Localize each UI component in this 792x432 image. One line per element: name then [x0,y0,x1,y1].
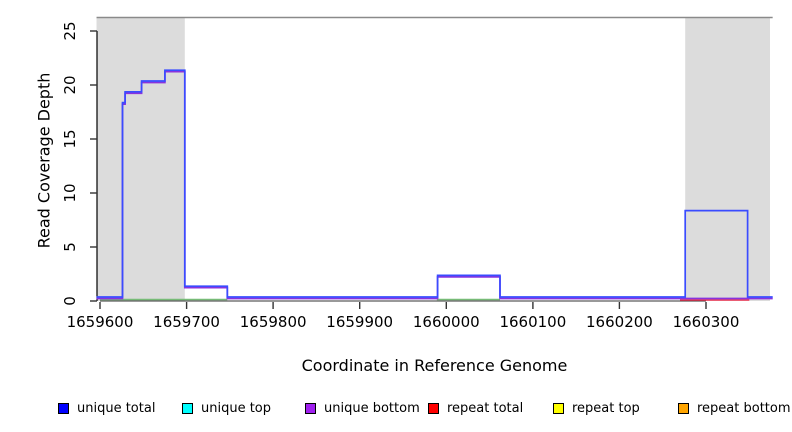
y-tick-label: 5 [61,242,79,252]
x-tick-label: 1660300 [672,313,740,331]
legend-item-repeat-total: repeat total [428,399,523,417]
legend-swatch-icon [305,402,316,414]
legend-item-unique-top: unique top [182,399,271,417]
legend-label: unique top [201,400,272,416]
legend-label: repeat total [447,400,524,416]
shaded-repeat-band [685,17,770,301]
legend-item-repeat-bottom: repeat bottom [678,399,791,417]
y-axis-title: Read Coverage Depth [34,72,54,249]
x-tick-label: 1660200 [586,313,653,331]
y-tick-label: 25 [61,21,79,41]
y-tick-label: 0 [61,296,79,306]
x-tick-label: 1659900 [326,313,394,331]
x-tick-label: 1660100 [499,313,567,331]
legend-item-unique-bottom: unique bottom [305,399,420,417]
x-tick-label: 1659700 [153,313,220,331]
legend-label: unique total [77,400,156,416]
legend-swatch-icon [58,402,69,414]
x-tick-label: 1660000 [412,313,480,331]
legend-label: repeat bottom [697,400,791,416]
legend-swatch-icon [678,402,689,414]
legend-swatch-icon [553,402,564,414]
y-tick-label: 20 [61,75,79,95]
x-tick-label: 1659800 [239,313,307,331]
series-unique-total [96,69,773,298]
x-tick-label: 1659600 [66,313,134,331]
legend-swatch-icon [182,402,193,414]
x-axis-title: Coordinate in Reference Genome [301,356,568,375]
y-tick-label: 15 [61,129,79,149]
shaded-repeat-band [96,17,185,301]
y-tick-label: 10 [61,183,79,203]
legend-item-repeat-top: repeat top [553,399,640,417]
legend-label: unique bottom [324,400,420,416]
legend-swatch-icon [428,402,439,414]
legend-label: repeat top [572,400,640,416]
legend: unique total unique top unique bottom repea… [0,399,792,423]
series-unique-bottom [96,70,773,300]
legend-item-unique-total: unique total [58,399,155,417]
